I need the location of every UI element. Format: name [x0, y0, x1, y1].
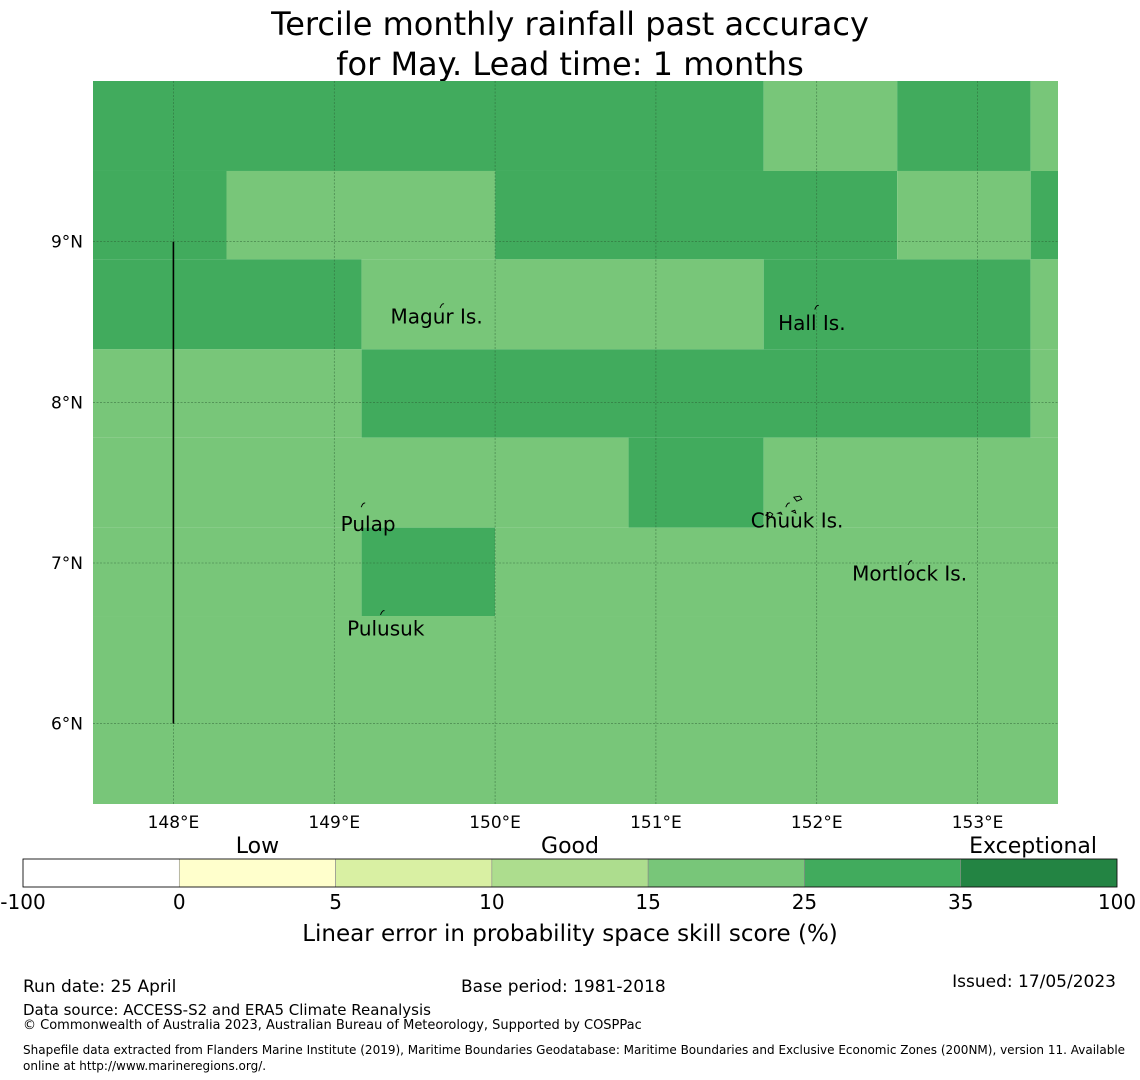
island-outline: [439, 303, 445, 309]
colorbar-title: Linear error in probability space skill …: [302, 921, 838, 947]
colorbar-tick-label: 0: [173, 890, 186, 914]
colorbar-frame: [22, 858, 1118, 888]
skill-cell: [1030, 170, 1058, 260]
skill-cell: [93, 616, 1058, 804]
skill-cell: [628, 437, 764, 528]
skill-cell: [93, 437, 629, 528]
place-label: Chuuk Is.: [751, 509, 844, 533]
skill-cell: [495, 527, 1058, 617]
skill-cell: [763, 437, 1058, 528]
colorbar-segment: [804, 858, 962, 888]
place-label: Pulusuk: [347, 616, 425, 640]
colorbar-tick-label: 35: [948, 890, 973, 914]
skill-cell: [93, 259, 362, 350]
data-source: Data source: ACCESS-S2 and ERA5 Climate …: [23, 1001, 431, 1019]
skill-cell: [897, 170, 1031, 260]
lon-tick-label: 152°E: [791, 813, 843, 833]
lon-tick-label: 150°E: [469, 813, 521, 833]
chuuk-lagoon-outline: [764, 495, 803, 518]
island-outline: [360, 502, 366, 508]
map-title-line-2: for May. Lead time: 1 months: [336, 45, 804, 83]
lat-tick-label: 6°N: [51, 715, 83, 735]
skill-cell: [93, 81, 764, 171]
lon-tick-label: 153°E: [952, 813, 1004, 833]
colorbar-tick-label: 100: [1098, 890, 1136, 914]
lon-tick-label: 148°E: [148, 813, 200, 833]
skill-cell: [93, 170, 227, 260]
category-low-label: Low: [236, 834, 279, 859]
colorbar-tick-label: -100: [0, 890, 45, 914]
shapefile-credit: Shapefile data extracted from Flanders M…: [23, 1043, 1126, 1073]
skill-cell: [763, 81, 898, 171]
axis-tick-labels: 148°E 149°E 150°E 151°E 152°E 153°E 9°N 8°N 7°N 6…: [51, 233, 1003, 833]
skill-cell: [361, 349, 1031, 438]
colorbar-segment: [960, 858, 1118, 888]
category-good-label: Good: [541, 834, 599, 859]
island-outline: [380, 610, 385, 615]
island-outline: [814, 304, 819, 310]
colorbar-tick-label: 15: [635, 890, 660, 914]
copyright-notice: © Commonwealth of Australia 2023, Austra…: [23, 1018, 642, 1033]
place-label: Mortlock Is.: [852, 562, 967, 586]
colorbar-segment: [22, 858, 180, 888]
place-label: Magur Is.: [391, 305, 483, 329]
category-exceptional-label: Exceptional: [969, 834, 1097, 859]
skill-cell: [495, 170, 898, 260]
skill-map: Magur Is. Hall Is. Pulap Chuuk Is. Mortlock …: [0, 81, 1136, 947]
skill-cell: [1030, 349, 1058, 438]
skill-cell: [897, 81, 1031, 171]
colorbar-segment: [335, 858, 493, 888]
skill-cell: [361, 527, 496, 617]
skill-cell: [1030, 259, 1058, 350]
skill-cell: [763, 259, 1031, 350]
lat-tick-label: 8°N: [51, 393, 83, 413]
issued-date: Issued: 17/05/2023: [952, 972, 1116, 992]
run-date: Run date: 25 April: [23, 977, 177, 997]
skill-cells: [93, 81, 1058, 804]
colorbar: -100 0 5 10 15 25 35 100 Low Good Exceptional Linea…: [0, 834, 1136, 947]
colorbar-segment: [491, 858, 649, 888]
lon-tick-label: 149°E: [308, 813, 360, 833]
island-outline: [907, 560, 913, 566]
place-label: Pulap: [341, 512, 396, 536]
colorbar-tick-label: 5: [329, 890, 342, 914]
lon-tick-label: 151°E: [630, 813, 682, 833]
place-labels: Magur Is. Hall Is. Pulap Chuuk Is. Mortlock …: [341, 305, 967, 641]
skill-cell: [361, 259, 764, 350]
skill-cell: [93, 527, 362, 617]
map-title-line-1: Tercile monthly rainfall past accuracy: [271, 5, 869, 43]
lat-tick-label: 9°N: [51, 233, 83, 253]
colorbar-segment: [647, 858, 805, 888]
place-label: Hall Is.: [778, 311, 845, 335]
island-outline: [785, 502, 791, 508]
island-outlines: [360, 303, 913, 615]
colorbar-segment: [178, 858, 336, 888]
base-period: Base period: 1981-2018: [461, 977, 666, 997]
colorbar-tick-label: 25: [792, 890, 817, 914]
lat-tick-label: 7°N: [51, 554, 83, 574]
skill-cell: [93, 349, 362, 438]
colorbar-tick-label: 10: [479, 890, 504, 914]
skill-cell: [226, 170, 496, 260]
skill-cell: [1030, 81, 1058, 171]
